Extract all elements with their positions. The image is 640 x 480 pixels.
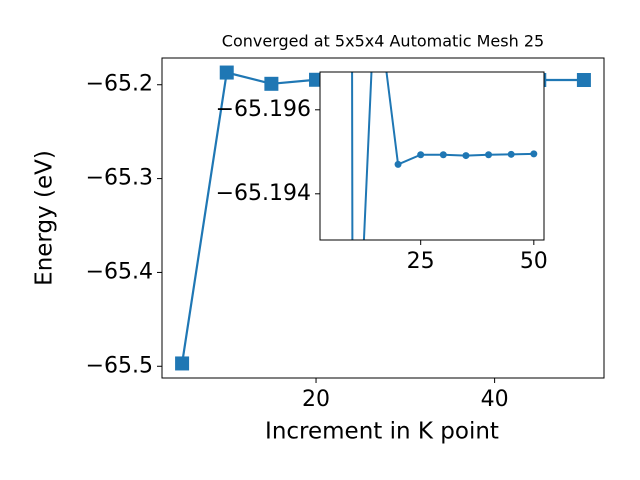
x-tick-label: 20	[302, 387, 330, 412]
axes-frame	[161, 57, 605, 379]
x-tick-label: 40	[481, 387, 509, 412]
data-point	[417, 151, 425, 159]
x-tick-label: 50	[520, 249, 548, 274]
data-point	[507, 150, 515, 158]
data-point	[576, 73, 591, 88]
x-axis-label: Increment in K point	[265, 419, 499, 445]
data-point	[530, 150, 538, 158]
x-tick-label: 25	[407, 249, 435, 274]
y-tick-label: −65.2	[86, 72, 153, 97]
data-point	[462, 152, 470, 160]
data-point	[439, 151, 447, 159]
inset-axes: 25 50 −65.196 −65.194	[216, 71, 548, 274]
data-point	[175, 356, 190, 371]
y-tick-label: −65.3	[86, 166, 153, 191]
data-point	[394, 160, 402, 168]
series-line	[351, 72, 534, 240]
axes-frame	[319, 71, 545, 241]
y-tick-label: −65.196	[216, 97, 311, 122]
plot-area	[351, 72, 538, 240]
y-tick-label: −65.194	[216, 181, 311, 206]
y-tick-label: −65.4	[86, 259, 153, 284]
data-point	[485, 151, 493, 159]
y-tick-label: −65.5	[86, 353, 153, 378]
data-point	[264, 76, 279, 91]
chart-title: Converged at 5x5x4 Automatic Mesh 25	[222, 32, 544, 51]
y-axis-label: Energy (eV)	[32, 150, 58, 286]
data-point	[219, 65, 234, 80]
axes-background	[320, 72, 544, 240]
